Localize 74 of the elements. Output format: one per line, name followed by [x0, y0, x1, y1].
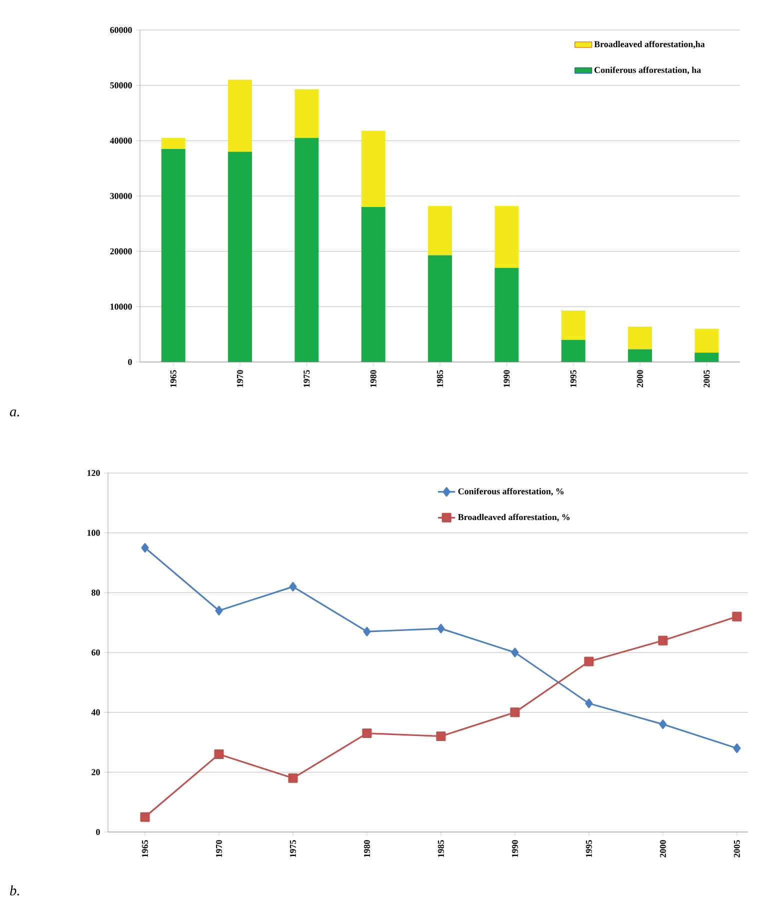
text: a. [10, 410, 19, 416]
y-tick-label: 10000 [110, 304, 132, 310]
bar [228, 80, 252, 152]
bar [361, 130, 386, 208]
x-tick-label: 2005 [734, 840, 740, 858]
bar [628, 349, 652, 362]
x-tick-label: 1965 [142, 840, 148, 857]
y-tick-label: 40 [91, 709, 100, 716]
x-tick-label: 1995 [570, 370, 576, 387]
point [511, 648, 519, 658]
y-tick-label: 0 [96, 828, 100, 836]
y-tick-label: 0 [128, 358, 132, 366]
point [437, 624, 445, 634]
x-tick-label: 1990 [512, 840, 518, 857]
point [215, 606, 223, 616]
y-tick-label: 50000 [110, 82, 132, 88]
point [363, 626, 371, 636]
point [584, 656, 594, 666]
bar [228, 152, 252, 362]
point [289, 582, 297, 592]
y-tick-label: 60 [92, 649, 100, 656]
bar [694, 328, 719, 353]
legend-label: Broadleaved afforestation,ha [594, 40, 705, 49]
x-tick-label: 1985 [438, 840, 444, 857]
point [140, 812, 150, 822]
y-tick-label: 120 [88, 470, 100, 476]
x-tick-label: 2005 [704, 370, 710, 388]
y-tick-label: 20 [92, 769, 100, 776]
point [288, 773, 298, 783]
bar [561, 340, 586, 362]
bar [561, 310, 586, 340]
point [659, 720, 667, 730]
x-tick-label: 1995 [586, 840, 592, 857]
point [585, 698, 593, 708]
legend-label: Broadleaved afforestation, % [458, 514, 570, 522]
x-tick-label: 1975 [290, 840, 296, 857]
bar [494, 268, 519, 362]
x-tick-label: 1975 [304, 370, 310, 387]
legend-label: Coniferous afforestation, ha [594, 66, 701, 74]
point [362, 728, 372, 738]
text: b. [10, 885, 19, 896]
y-tick-label: 60000 [110, 26, 132, 34]
bar [694, 352, 719, 362]
y-tick-label: 30000 [110, 192, 132, 200]
y-tick-label: 40000 [110, 138, 132, 144]
bar [428, 255, 452, 362]
bar [628, 326, 652, 350]
x-tick-label: 2000 [636, 370, 644, 388]
point [141, 543, 149, 553]
point [733, 743, 741, 754]
y-tick-label: 20000 [110, 248, 132, 254]
bar [361, 207, 386, 362]
point [510, 708, 520, 718]
bar [294, 138, 319, 362]
bar [161, 138, 186, 149]
bar [428, 206, 452, 256]
legend-label: Coniferous afforestation, % [458, 488, 564, 496]
point [732, 612, 742, 622]
bar [161, 148, 186, 362]
y-tick-label: 80 [92, 590, 100, 596]
point [436, 731, 446, 742]
x-tick-label: 1980 [370, 370, 376, 387]
x-tick-label: 1970 [236, 370, 244, 387]
point [658, 636, 668, 646]
bar [494, 206, 519, 268]
y-tick-label: 100 [88, 530, 100, 536]
x-tick-label: 1965 [170, 370, 176, 387]
x-tick-label: 1970 [216, 840, 222, 857]
x-tick-label: 1980 [364, 840, 370, 857]
point [214, 749, 224, 759]
x-tick-label: 1985 [436, 370, 444, 387]
x-tick-label: 2000 [660, 840, 666, 858]
x-tick-label: 1990 [504, 370, 510, 387]
bar [294, 89, 319, 138]
